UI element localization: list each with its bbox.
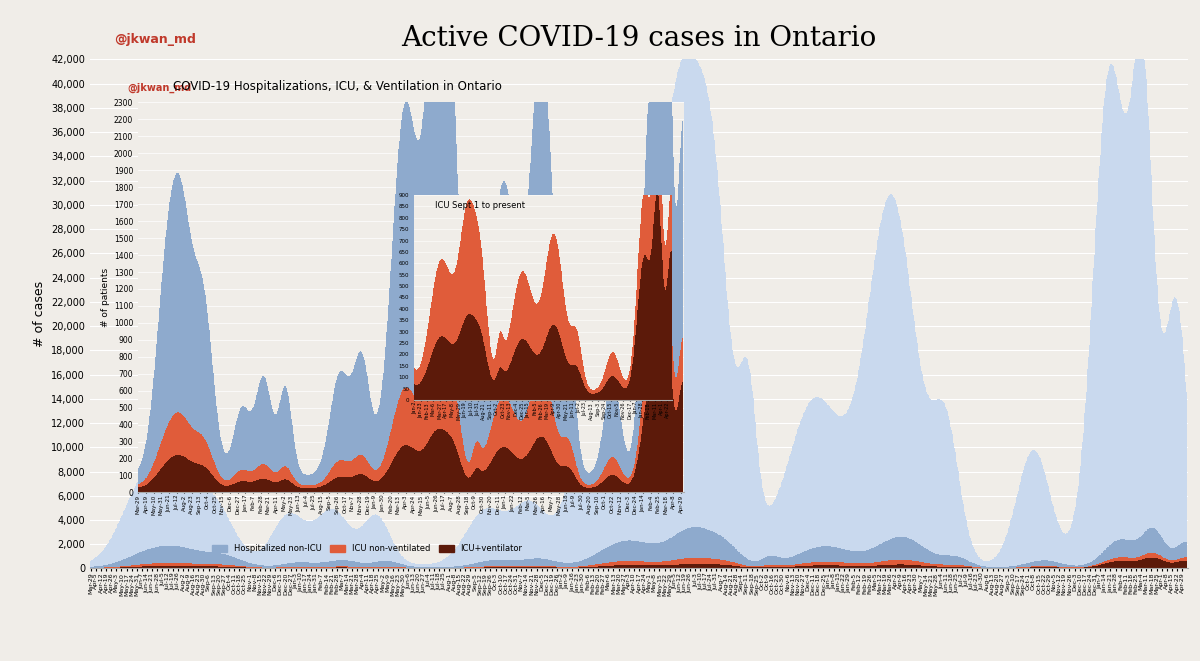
Y-axis label: # of cases: # of cases [32,281,46,347]
Text: @jkwan_md: @jkwan_md [114,33,196,46]
Title: Active COVID-19 cases in Ontario: Active COVID-19 cases in Ontario [401,24,877,52]
Text: COVID-19 Hospitalizations, ICU, & Ventilation in Ontario: COVID-19 Hospitalizations, ICU, & Ventil… [174,80,503,93]
Text: @jkwan_md: @jkwan_md [127,83,191,93]
Text: ICU Sept 1 to present: ICU Sept 1 to present [434,201,524,210]
Y-axis label: # of patients: # of patients [101,268,109,327]
Legend: Hospitalized non-ICU, ICU non-ventilated, ICU+ventilator: Hospitalized non-ICU, ICU non-ventilated… [209,541,526,557]
